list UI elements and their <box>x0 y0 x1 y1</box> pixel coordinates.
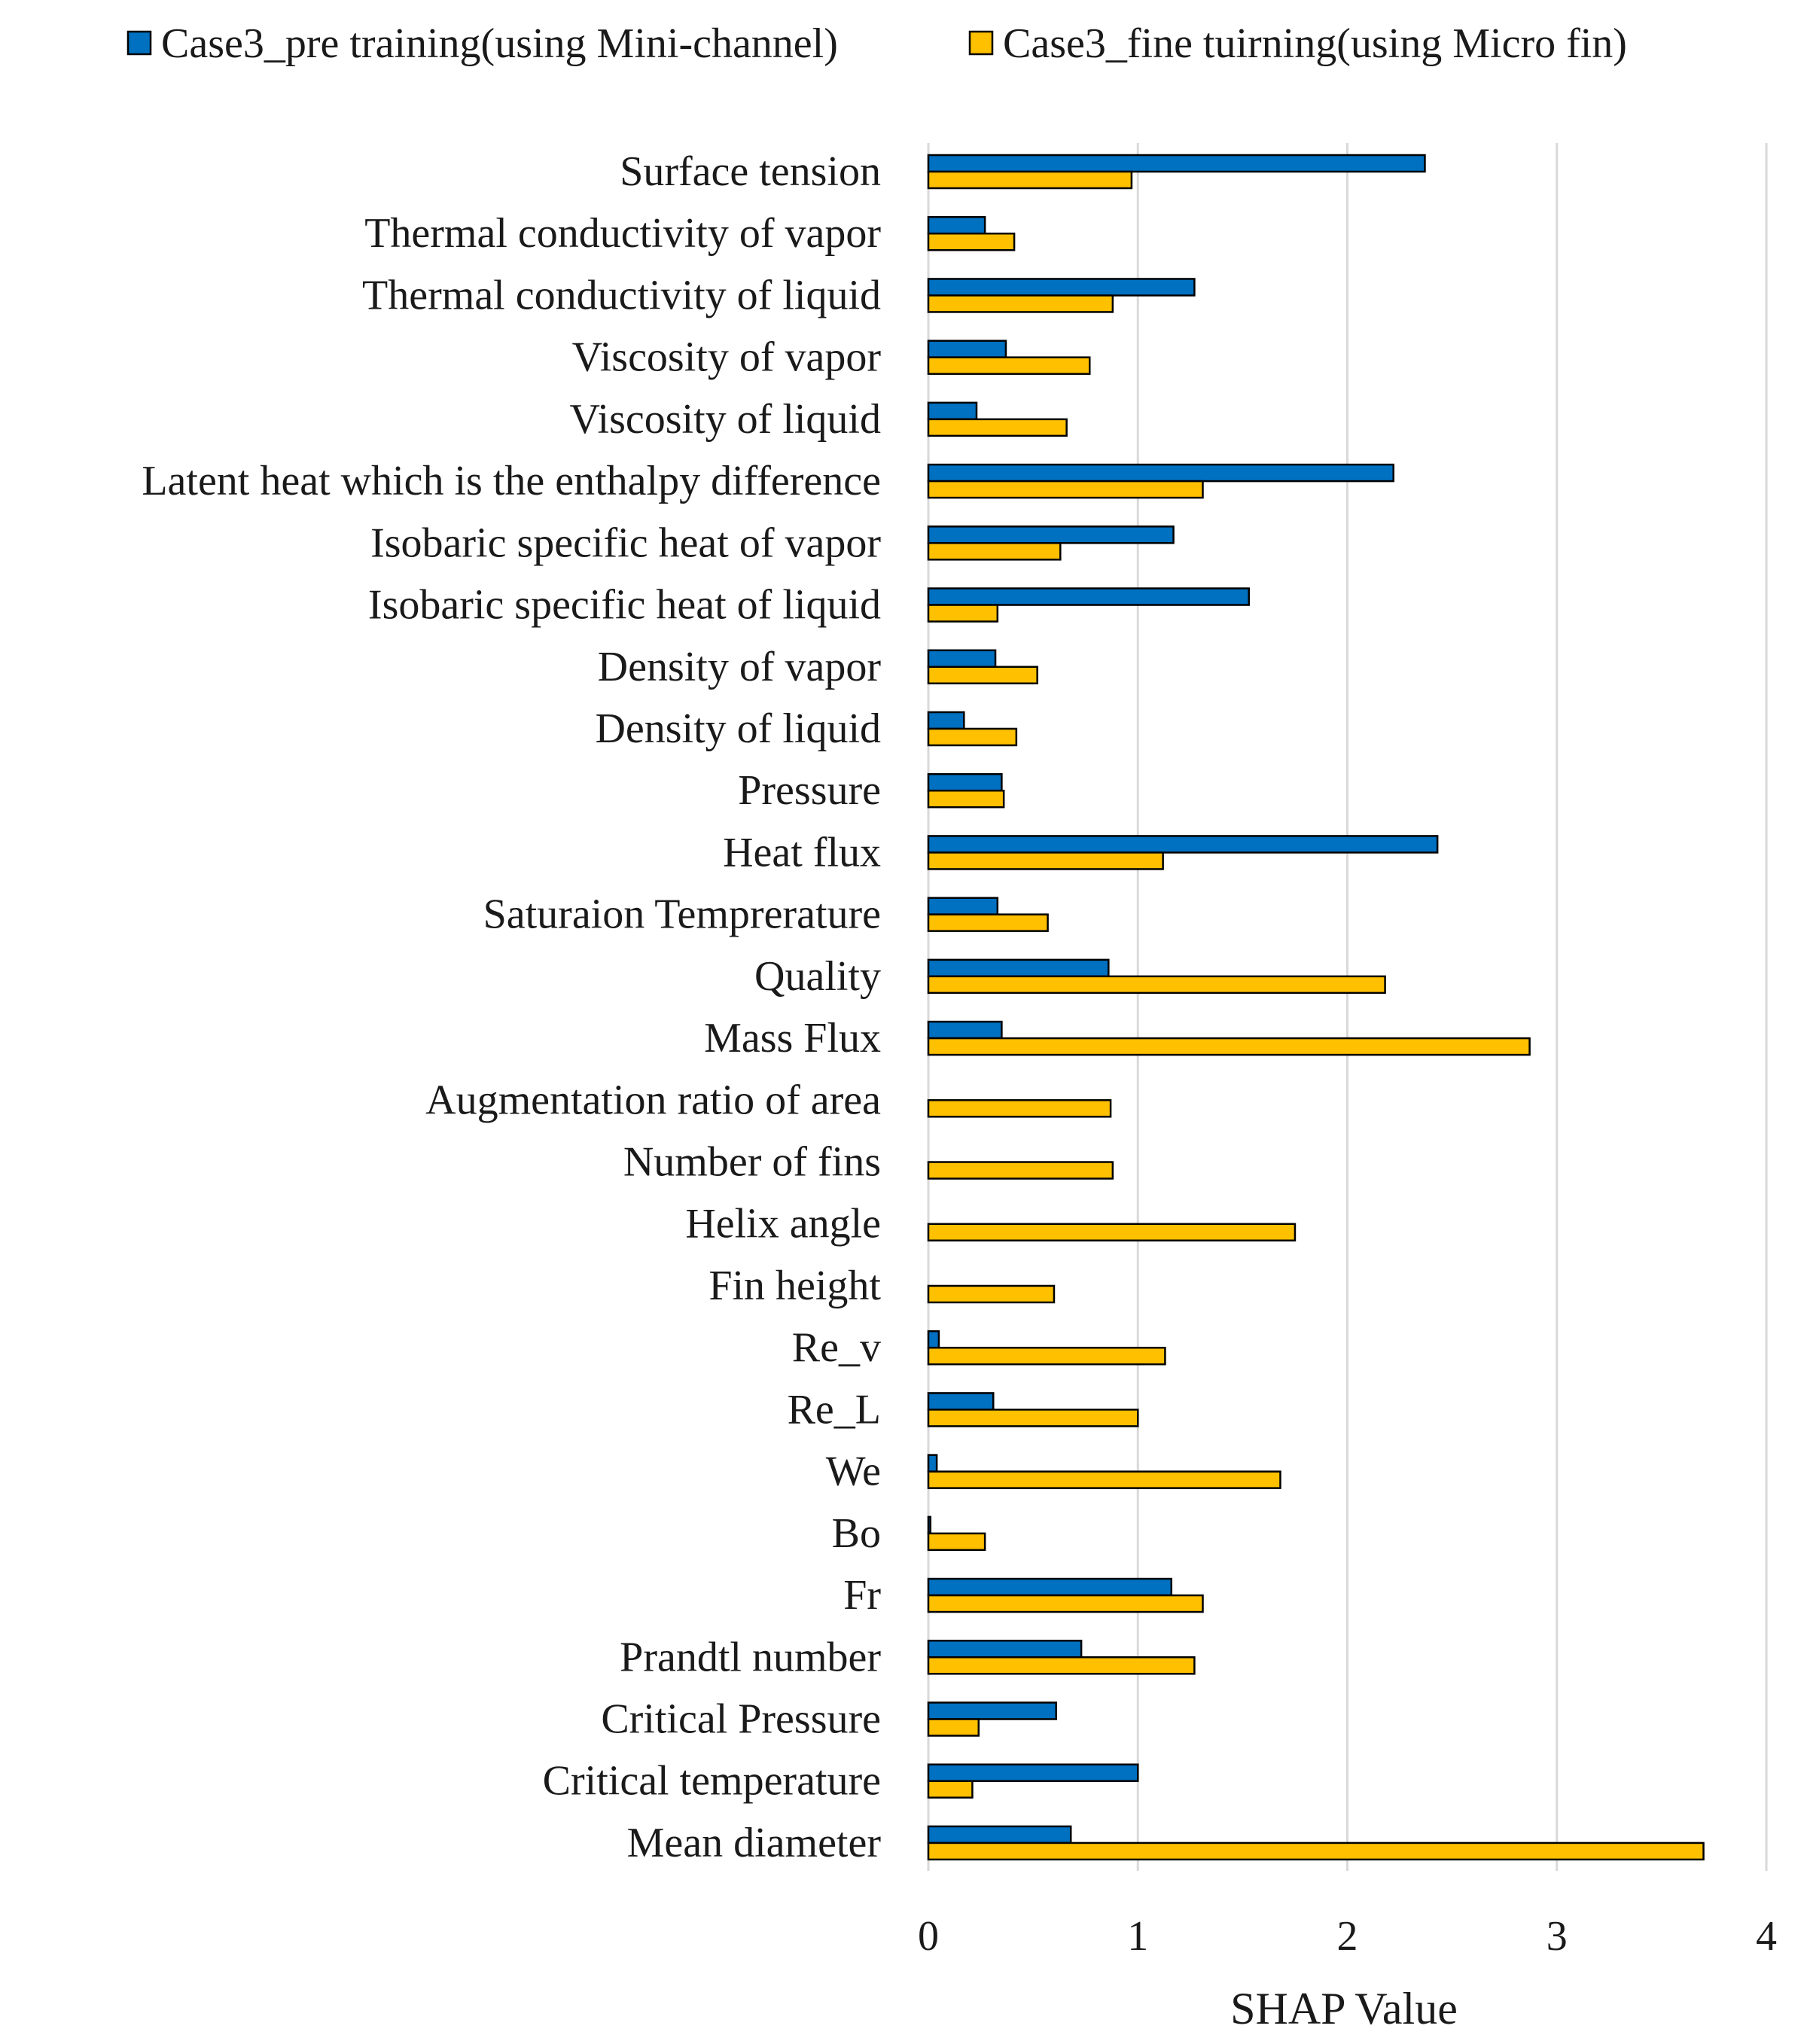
bar-fine-tuning-viscosity-of-liquid <box>927 418 1068 437</box>
bar-pre-training-thermal-conductivity-of-vapor <box>927 215 986 235</box>
bar-pre-training-critical-pressure <box>927 1701 1057 1720</box>
bar-fine-tuning-isobaric-specific-heat-of-vapor <box>927 542 1062 561</box>
bar-fine-tuning-re-l <box>927 1409 1139 1427</box>
legend-swatch-fine-tuning <box>968 30 994 56</box>
bar-fine-tuning-isobaric-specific-heat-of-liquid <box>927 604 999 623</box>
category-label-heat-flux: Heat flux <box>723 829 881 876</box>
category-label-isobaric-specific-heat-of-liquid: Isobaric specific heat of liquid <box>368 582 881 629</box>
category-label-thermal-conductivity-of-liquid: Thermal conductivity of liquid <box>362 272 881 318</box>
bar-fine-tuning-fr <box>927 1594 1204 1613</box>
bar-fine-tuning-thermal-conductivity-of-liquid <box>927 294 1114 313</box>
bar-fine-tuning-density-of-vapor <box>927 666 1038 685</box>
bar-fine-tuning-augmentation-ratio-of-area <box>927 1099 1112 1118</box>
category-label-mass-flux: Mass Flux <box>704 1015 881 1062</box>
bar-pre-training-isobaric-specific-heat-of-vapor <box>927 525 1175 544</box>
bar-pre-training-thermal-conductivity-of-liquid <box>927 278 1196 297</box>
bar-fine-tuning-we <box>927 1470 1281 1489</box>
bar-fine-tuning-critical-temperature <box>927 1780 974 1799</box>
bar-pre-training-fr <box>927 1577 1173 1597</box>
category-label-density-of-vapor: Density of vapor <box>598 644 882 690</box>
category-label-isobaric-specific-heat-of-vapor: Isobaric specific heat of vapor <box>370 519 881 566</box>
bar-pre-training-critical-temperature <box>927 1763 1139 1782</box>
category-label-density-of-liquid: Density of liquid <box>595 705 881 752</box>
category-label-surface-tension: Surface tension <box>620 148 881 195</box>
bar-pre-training-density-of-liquid <box>927 711 965 730</box>
category-label-viscosity-of-vapor: Viscosity of vapor <box>572 334 882 381</box>
bar-pre-training-re-l <box>927 1392 995 1411</box>
category-label-prandtl-number: Prandtl number <box>620 1634 881 1680</box>
bar-fine-tuning-critical-pressure <box>927 1718 980 1737</box>
x-tick-label: 3 <box>1547 1913 1568 1960</box>
category-label-augmentation-ratio-of-area: Augmentation ratio of area <box>425 1077 881 1123</box>
legend-item-fine-tuning[interactable]: Case3_fine tuirning(using Micro fin) <box>968 20 1627 67</box>
bars <box>927 154 1705 1861</box>
x-tick-label: 2 <box>1337 1913 1358 1960</box>
bar-fine-tuning-saturaion-temprerature <box>927 913 1049 932</box>
bar-pre-training-saturaion-temprerature <box>927 897 999 915</box>
category-label-saturaion-temprerature: Saturaion Temprerature <box>483 891 881 938</box>
bar-fine-tuning-re-v <box>927 1346 1166 1366</box>
legend-item-pre-training[interactable]: Case3_pre training(using Mini-channel) <box>126 20 838 67</box>
bar-pre-training-prandtl-number <box>927 1640 1083 1659</box>
x-tick-label: 1 <box>1127 1913 1148 1960</box>
category-label-pressure: Pressure <box>738 767 881 814</box>
bar-fine-tuning-density-of-liquid <box>927 727 1018 747</box>
x-tick-labels: 0 1 2 3 4 <box>918 1913 1777 1960</box>
legend-label-fine-tuning: Case3_fine tuirning(using Micro fin) <box>1003 20 1627 67</box>
bar-fine-tuning-thermal-conductivity-of-vapor <box>927 232 1016 251</box>
bar-pre-training-density-of-vapor <box>927 649 997 669</box>
category-label-quality: Quality <box>754 953 881 1000</box>
category-label-we: We <box>826 1448 881 1495</box>
category-label-bo: Bo <box>832 1510 881 1557</box>
bar-pre-training-pressure <box>927 772 1003 792</box>
bar-pre-training-quality <box>927 958 1110 978</box>
bar-fine-tuning-number-of-fins <box>927 1161 1114 1180</box>
bar-fine-tuning-fin-height <box>927 1284 1056 1304</box>
bar-pre-training-re-v <box>927 1330 940 1349</box>
category-label-critical-temperature: Critical temperature <box>543 1758 881 1805</box>
category-label-fin-height: Fin height <box>708 1263 881 1309</box>
category-label-re-v: Re_v <box>792 1324 881 1371</box>
category-label-mean-diameter: Mean diameter <box>627 1820 882 1866</box>
bar-fine-tuning-heat-flux <box>927 851 1164 870</box>
bar-pre-training-mean-diameter <box>927 1825 1072 1844</box>
legend: Case3_pre training(using Mini-channel) C… <box>126 20 1627 67</box>
bar-pre-training-viscosity-of-liquid <box>927 401 978 421</box>
x-tick-label: 0 <box>918 1913 939 1960</box>
bar-pre-training-bo <box>927 1515 932 1535</box>
category-label-helix-angle: Helix angle <box>685 1201 881 1247</box>
bar-pre-training-mass-flux <box>927 1020 1003 1040</box>
bar-fine-tuning-surface-tension <box>927 170 1133 190</box>
category-label-viscosity-of-liquid: Viscosity of liquid <box>569 396 881 443</box>
bar-fine-tuning-prandtl-number <box>927 1656 1196 1675</box>
category-label-number-of-fins: Number of fins <box>623 1139 881 1186</box>
bar-pre-training-heat-flux <box>927 835 1439 854</box>
category-label-critical-pressure: Critical Pressure <box>601 1696 881 1743</box>
category-label-re-l: Re_L <box>788 1386 881 1433</box>
category-label-thermal-conductivity-of-vapor: Thermal conductivity of vapor <box>364 210 881 257</box>
category-label-latent-heat-which-is-the-enthalpy-difference: Latent heat which is the enthalpy differ… <box>142 458 881 504</box>
x-axis-title: SHAP Value <box>1230 1984 1458 2033</box>
bar-fine-tuning-bo <box>927 1532 986 1552</box>
bar-pre-training-we <box>927 1454 938 1473</box>
bar-pre-training-surface-tension <box>927 154 1426 173</box>
bar-fine-tuning-helix-angle <box>927 1223 1297 1241</box>
bar-pre-training-latent-heat-which-is-the-enthalpy-difference <box>927 463 1394 483</box>
bar-fine-tuning-quality <box>927 975 1386 995</box>
bar-fine-tuning-pressure <box>927 789 1005 809</box>
bar-pre-training-viscosity-of-vapor <box>927 340 1007 358</box>
bar-fine-tuning-latent-heat-which-is-the-enthalpy-difference <box>927 480 1204 499</box>
bar-fine-tuning-mass-flux <box>927 1037 1531 1056</box>
bar-pre-training-isobaric-specific-heat-of-liquid <box>927 587 1250 606</box>
bar-fine-tuning-viscosity-of-vapor <box>927 356 1091 375</box>
category-label-fr: Fr <box>843 1572 881 1619</box>
legend-swatch-pre-training <box>126 30 152 56</box>
x-tick-label: 4 <box>1756 1913 1777 1960</box>
bar-fine-tuning-mean-diameter <box>927 1841 1705 1861</box>
legend-label-pre-training: Case3_pre training(using Mini-channel) <box>161 20 838 67</box>
category-labels: Surface tension Thermal conductivity of v… <box>142 148 881 1866</box>
